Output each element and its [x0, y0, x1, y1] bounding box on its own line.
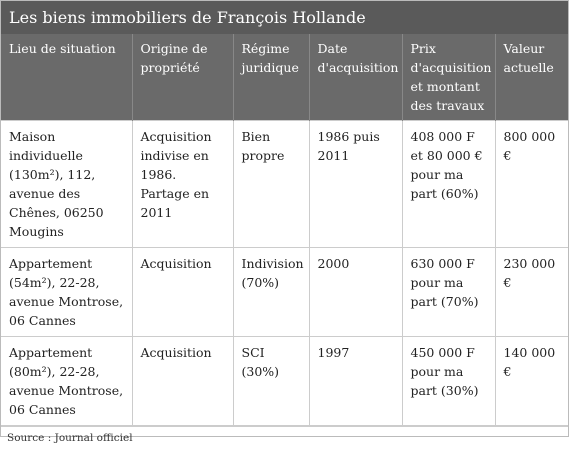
table-cell: 1997: [308, 336, 403, 426]
header-cell: Prix d'acquisition et montant des travau…: [401, 34, 495, 121]
table-cell: 408 000 F et 80 000 € pour ma part (60%): [401, 120, 496, 248]
table: Lieu de situation Origine de propriété R…: [1, 34, 568, 426]
table-cell: 2000: [308, 247, 403, 337]
table-cell: 630 000 F pour ma part (70%): [401, 247, 496, 337]
table-cell: Acquisition: [131, 247, 234, 337]
table-cell: SCI (30%): [232, 336, 310, 426]
header-cell: Date d'acquisition: [308, 34, 402, 121]
table-cell: Acquisition indivise en 1986. Partage en…: [131, 120, 234, 248]
source: Source : Journal officiel: [1, 426, 568, 449]
table-cell: Indivision (70%): [232, 247, 310, 337]
table-cell: 140 000 €: [494, 336, 568, 426]
table-cell: Acquisition: [131, 336, 234, 426]
header-cell: Régime juridique: [232, 34, 309, 121]
table-cell: 230 000 €: [494, 247, 568, 337]
table-cell: 450 000 F pour ma part (30%): [401, 336, 496, 426]
table-cell: Appartement (80m²), 22-28, avenue Montro…: [1, 336, 133, 426]
title: Les biens immobiliers de François Hollan…: [1, 1, 568, 34]
table-cell: 1986 puis 2011: [308, 120, 403, 248]
table-row: Appartement (80m²), 22-28, avenue Montro…: [1, 336, 568, 426]
header-cell: Valeur actuelle: [494, 34, 568, 121]
header-row: Lieu de situation Origine de propriété R…: [1, 34, 568, 121]
table-cell: Maison individuelle (130m²), 112, avenue…: [1, 120, 133, 248]
table-cell: Appartement (54m²), 22-28, avenue Montro…: [1, 247, 133, 337]
table-cell: 800 000 €: [494, 120, 568, 248]
header-cell: Origine de propriété: [131, 34, 233, 121]
table-row: Appartement (54m²), 22-28, avenue Montro…: [1, 247, 568, 337]
table-body: Maison individuelle (130m²), 112, avenue…: [1, 120, 568, 426]
header-cell: Lieu de situation: [1, 34, 132, 121]
table-cell: Bien propre: [232, 120, 310, 248]
table-row: Maison individuelle (130m²), 112, avenue…: [1, 120, 568, 248]
